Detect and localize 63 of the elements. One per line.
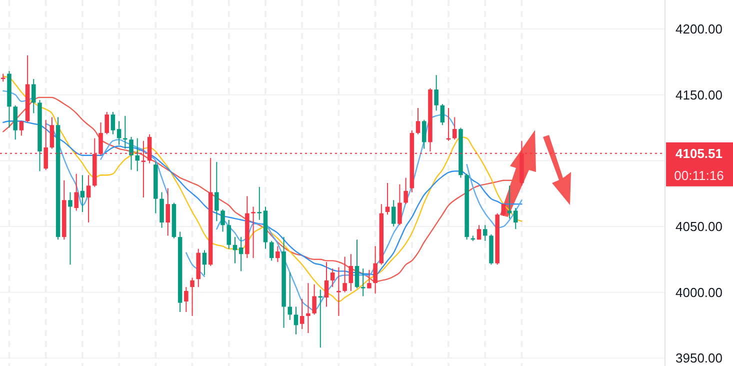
candlestick [129, 136, 134, 170]
candlestick [160, 192, 164, 228]
candlestick [404, 177, 408, 205]
candlestick [385, 182, 390, 216]
candlestick [342, 256, 347, 293]
candlestick [13, 104, 18, 140]
text: 00:11:16 [674, 168, 724, 183]
candlestick [116, 120, 122, 146]
candlestick [483, 224, 488, 242]
candlestick [336, 266, 341, 316]
candlestick [104, 111, 109, 135]
candlestick [434, 74, 438, 112]
candlestick [354, 239, 360, 289]
candlestick [452, 116, 457, 140]
candlestick [19, 120, 24, 136]
candlestick [367, 269, 372, 289]
candlestick [391, 200, 396, 227]
candlestick [422, 119, 426, 150]
candlestick [32, 78, 36, 114]
candlestick [123, 115, 128, 150]
candlestick [294, 306, 298, 335]
candlestick [416, 107, 420, 135]
candlestick [110, 111, 116, 135]
candlestick [80, 174, 85, 212]
candlestick [501, 204, 506, 216]
candlestick [86, 174, 91, 223]
candlestick [440, 104, 445, 126]
candlestick [324, 261, 329, 308]
candlestick [68, 192, 72, 266]
candlestick [50, 116, 54, 150]
candlestick [348, 254, 354, 292]
candlestick [226, 219, 232, 250]
candlestick [238, 236, 244, 272]
ref-line-label: 4105.51 [676, 146, 722, 161]
candlestick [446, 107, 451, 142]
candlestick [257, 186, 262, 220]
candlestick [373, 246, 378, 294]
y-tick-label: 4200.00 [676, 22, 722, 37]
y-tick-label: 4150.00 [676, 87, 722, 102]
candlestick [135, 138, 140, 172]
y-tick-label: 3950.00 [676, 350, 722, 366]
candlestick [312, 284, 316, 316]
candlestick [184, 286, 188, 313]
candlestick [269, 240, 274, 262]
y-tick-label: 4050.00 [676, 218, 722, 234]
candlestick [330, 268, 335, 288]
candlestick [318, 289, 323, 348]
candlestick [476, 224, 482, 240]
candlestick [300, 298, 304, 330]
candlestick [276, 246, 280, 262]
candlestick [507, 185, 512, 220]
candlestick [398, 184, 402, 226]
candlestick [360, 268, 366, 297]
y-tick-label: 4000.00 [676, 284, 722, 300]
candlestick [166, 188, 170, 236]
candlestick [202, 250, 207, 276]
candlestick [214, 161, 219, 222]
candlestick [190, 277, 194, 316]
candlestick [306, 282, 310, 334]
candlestick [220, 208, 225, 232]
candlestick [514, 208, 518, 230]
candlestick [74, 173, 78, 212]
candlestick [251, 206, 256, 259]
